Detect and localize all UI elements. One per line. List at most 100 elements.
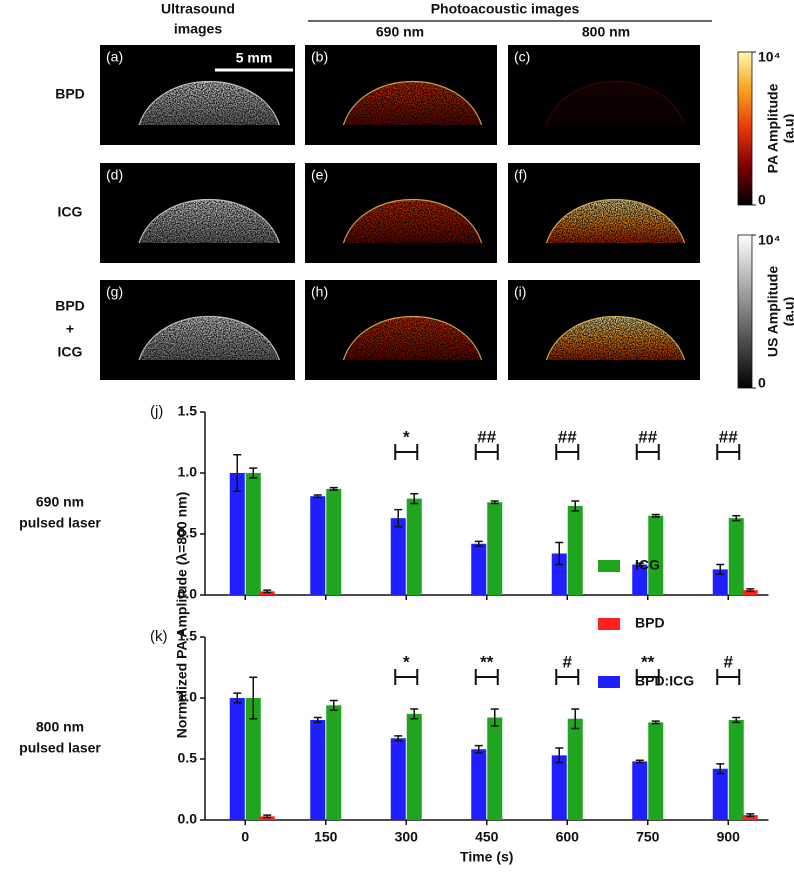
bar (712, 768, 728, 820)
image-grid: (a) (b) (c) (d) (e) (f) (g) (h) (i) 5 mm BPD ICG BPD… (55, 45, 794, 391)
error-bar (746, 588, 755, 593)
row-label: BPD (55, 86, 85, 102)
error-bar (490, 708, 499, 727)
row-label: pulsed laser (19, 740, 101, 756)
header-ultrasound: Ultrasound (161, 1, 235, 17)
error-bar (555, 541, 564, 566)
error-bar (716, 563, 725, 576)
panel-label: (d) (106, 167, 123, 183)
y-tick-label: 1.5 (178, 628, 198, 644)
significance-label: ## (719, 427, 738, 446)
legend-label: BPD:ICG (635, 673, 694, 689)
x-tick-label: 750 (636, 829, 660, 845)
tissue-edge (342, 81, 483, 126)
y-tick-label: 0.5 (178, 525, 198, 541)
bar (632, 761, 648, 820)
tissue-edge (545, 316, 686, 361)
significance-bracket (555, 444, 580, 460)
colorbar-label: PA Amplitude (765, 83, 781, 173)
significance-bracket (635, 669, 660, 685)
significance-label: ## (638, 427, 657, 446)
significance-bracket (474, 444, 499, 460)
significance-bracket (555, 669, 580, 685)
y-tick-label: 1.5 (178, 403, 198, 419)
bar (229, 473, 245, 595)
panel-label: (h) (311, 284, 328, 300)
y-tick-label: 0.5 (178, 750, 198, 766)
colorbar (737, 51, 753, 206)
row-label: 800 nm (36, 719, 84, 735)
error-bar (410, 492, 419, 505)
error-bar (635, 759, 644, 764)
x-tick-label: 900 (717, 829, 741, 845)
legend-swatch (598, 676, 620, 688)
bar (390, 518, 406, 595)
bar (742, 590, 758, 595)
significance-bracket (394, 669, 419, 685)
tissue-edge (342, 199, 483, 244)
tissue-image (139, 81, 280, 125)
bar (551, 755, 567, 820)
scale-bar-label: 5 mm (236, 50, 273, 66)
tissue-image (343, 316, 482, 360)
charts: Normalized PA Amplitude (λ=800 nm) 0.0 0.5… (19, 403, 769, 865)
tissue-image (343, 81, 482, 125)
tissue-image (546, 316, 685, 360)
error-bar (394, 508, 403, 528)
significance-bracket (394, 444, 419, 460)
tissue-image (139, 316, 280, 360)
panel-label: (f) (514, 167, 527, 183)
bar (632, 564, 648, 595)
error-bar (571, 500, 580, 512)
significance-bracket (716, 669, 741, 685)
error-bar (394, 735, 403, 742)
colorbar-tick-label: 0 (758, 375, 766, 391)
bar (712, 569, 728, 595)
header-ultrasound: images (174, 21, 222, 37)
colorbar-tick-label: 10⁴ (758, 49, 781, 65)
colorbar-label: (a.u) (781, 297, 794, 327)
error-bar (249, 467, 258, 479)
tissue-image (546, 199, 685, 243)
header-wavelength: 800 nm (582, 24, 630, 40)
bar (310, 719, 326, 820)
x-tick-label: 150 (314, 829, 338, 845)
bar (567, 718, 583, 820)
bar (487, 502, 503, 595)
error-bar (635, 562, 644, 567)
bar (648, 722, 664, 820)
error-bar (474, 540, 483, 547)
error-bar (263, 589, 272, 594)
error-bar (249, 676, 258, 720)
error-bar (329, 699, 338, 711)
x-tick-label: 450 (475, 829, 499, 845)
colorbar-label: (a.u) (781, 114, 794, 144)
colorbar-tick-label: 10⁴ (758, 232, 781, 248)
bar (390, 738, 406, 820)
error-bar (732, 716, 741, 724)
legend-label: ICG (635, 557, 660, 573)
significance-label: ** (480, 652, 494, 671)
bar (326, 488, 342, 595)
row-label: + (66, 321, 74, 337)
tissue-image (546, 81, 685, 125)
significance-label: * (403, 652, 410, 671)
legend-swatch (598, 560, 620, 572)
panel-label: (i) (514, 284, 526, 300)
error-bar (233, 692, 242, 704)
tissue-edge (138, 199, 280, 244)
bar (728, 518, 744, 595)
y-axis-title: Normalized PA Amplitude (λ=800 nm) (174, 492, 190, 738)
bar (229, 698, 245, 820)
significance-label: ** (641, 652, 655, 671)
bar (567, 505, 583, 595)
row-label: ICG (58, 344, 83, 360)
significance-bracket (716, 444, 741, 460)
bar (487, 717, 503, 820)
row-label: BPD (55, 298, 85, 314)
y-tick-label: 0.0 (178, 811, 198, 827)
panel-label: (j) (150, 403, 163, 420)
significance-label: # (563, 652, 573, 671)
tissue-edge (545, 199, 686, 244)
